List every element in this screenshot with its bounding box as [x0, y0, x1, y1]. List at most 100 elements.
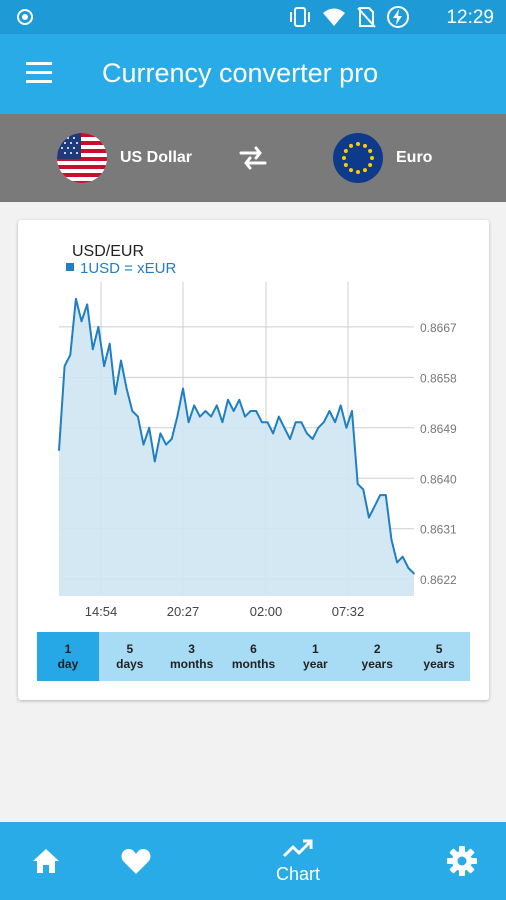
data-point — [170, 438, 173, 440]
data-point — [407, 567, 410, 569]
eu-star — [363, 168, 367, 173]
eu-star — [356, 142, 360, 146]
range-number: 3 — [188, 641, 195, 656]
data-point — [148, 426, 150, 429]
range-number: 5 — [435, 641, 443, 656]
data-point — [266, 421, 269, 423]
range-unit: days — [116, 656, 144, 671]
exchange-rate-chart[interactable]: USD/EUR 1USD = xEUR 0.8667 0.8658 0.8649 0.… — [18, 220, 489, 700]
series-line — [58, 297, 415, 575]
eu-star — [343, 163, 348, 167]
series-area — [59, 298, 414, 596]
data-point — [131, 410, 134, 412]
data-point — [300, 421, 303, 423]
nav-home[interactable] — [28, 822, 64, 900]
data-point — [311, 438, 314, 440]
data-point — [390, 539, 393, 541]
data-point — [137, 415, 139, 418]
status-icons — [288, 6, 410, 28]
data-point — [351, 410, 353, 412]
range-button-2-years[interactable]: 2 years — [346, 632, 408, 681]
data-point — [215, 404, 218, 407]
nav-chart-label: Chart — [275, 863, 320, 884]
eu-flag-icon[interactable] — [333, 133, 383, 183]
data-point — [289, 438, 291, 440]
data-point — [334, 421, 336, 423]
data-point — [373, 505, 376, 508]
menu-icon[interactable] — [26, 62, 54, 84]
data-point — [114, 393, 117, 395]
x-tick-label: 07:32 — [332, 604, 365, 619]
data-point — [69, 354, 72, 356]
data-point — [401, 555, 404, 558]
status-time: 12:29 — [446, 7, 494, 28]
range-button-1-year[interactable]: 1 year — [284, 632, 346, 681]
range-button-5-years[interactable]: 5 years — [408, 632, 470, 681]
app-title: Currency converter pro — [102, 58, 379, 88]
y-tick-label: 0.8649 — [420, 422, 457, 436]
range-unit: years — [361, 656, 393, 671]
data-point — [396, 561, 398, 564]
from-currency-label[interactable]: US Dollar — [120, 149, 193, 166]
x-tick-label: 14:54 — [85, 604, 118, 619]
to-currency-label[interactable]: Euro — [396, 149, 433, 166]
data-point — [86, 303, 88, 306]
data-point — [227, 398, 229, 401]
data-point — [306, 432, 308, 435]
range-number: 1 — [312, 641, 319, 656]
swap-icon[interactable] — [238, 145, 268, 171]
range-button-3-months[interactable]: 3 months — [161, 632, 223, 681]
data-point — [317, 426, 320, 429]
range-number: 1 — [64, 641, 72, 656]
data-point — [379, 494, 381, 496]
data-point — [277, 415, 280, 418]
range-number: 2 — [373, 641, 381, 656]
eu-star — [356, 170, 360, 174]
data-point — [323, 421, 325, 423]
range-button-1-day[interactable]: 1 day — [37, 632, 99, 681]
data-point — [413, 572, 415, 575]
range-number: 5 — [126, 641, 134, 656]
data-point — [193, 404, 196, 407]
data-point — [204, 410, 207, 412]
battery-charging-icon — [387, 6, 409, 28]
chart-title: USD/EUR — [72, 243, 144, 260]
data-point — [75, 298, 77, 300]
data-point — [199, 415, 201, 418]
bottom-nav: Chart — [0, 822, 506, 900]
data-point — [97, 326, 100, 328]
home-icon — [33, 849, 59, 873]
data-point — [80, 320, 83, 323]
us-flag-icon[interactable] — [57, 133, 107, 183]
nav-favorites[interactable] — [118, 822, 154, 900]
eu-star — [342, 156, 346, 160]
data-point — [120, 359, 122, 362]
vibrate-icon — [290, 7, 310, 27]
data-point — [176, 415, 179, 418]
range-button-6-months[interactable]: 6 months — [223, 632, 285, 681]
data-point — [159, 432, 162, 435]
app-bar: Currency converter pro — [0, 34, 506, 114]
heart-icon — [121, 849, 151, 874]
data-point — [345, 426, 348, 429]
legend-swatch — [66, 263, 74, 271]
y-tick-label: 0.8658 — [420, 371, 457, 385]
range-button-5-days[interactable]: 5 days — [99, 632, 161, 681]
range-selector: 1 day 5 days 3 months 6 months 1 year 2 years 5 years — [37, 632, 470, 681]
trending-up-icon — [282, 839, 313, 857]
data-point — [92, 348, 94, 351]
status-bar: 12:29 — [0, 0, 506, 34]
wifi-icon — [323, 8, 345, 26]
data-point — [125, 387, 128, 390]
gear-icon — [447, 846, 477, 876]
range-unit: months — [169, 656, 214, 671]
range-unit: year — [303, 656, 328, 671]
data-point — [272, 432, 274, 435]
nav-settings[interactable] — [444, 822, 480, 900]
data-point — [356, 483, 359, 485]
nav-chart[interactable]: Chart — [268, 822, 328, 900]
data-point — [368, 516, 370, 519]
range-number: 6 — [250, 641, 257, 656]
data-point — [261, 421, 263, 423]
data-point — [362, 488, 365, 491]
